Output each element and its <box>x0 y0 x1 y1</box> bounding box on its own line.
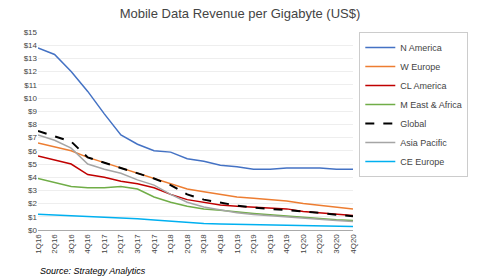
svg-text:Asia Pacific: Asia Pacific <box>400 138 447 148</box>
svg-text:$0: $0 <box>28 226 37 235</box>
svg-text:2Q17: 2Q17 <box>116 234 125 254</box>
svg-text:3Q19: 3Q19 <box>266 234 275 254</box>
svg-text:N America: N America <box>400 43 442 53</box>
svg-text:4Q18: 4Q18 <box>216 234 225 254</box>
svg-text:W Europe: W Europe <box>400 62 440 72</box>
svg-text:2Q18: 2Q18 <box>183 234 192 254</box>
svg-text:$9: $9 <box>28 107 37 116</box>
svg-text:3Q17: 3Q17 <box>133 234 142 254</box>
svg-text:CL America: CL America <box>400 81 446 91</box>
svg-text:Global: Global <box>400 119 426 129</box>
svg-text:3Q20: 3Q20 <box>332 234 341 254</box>
svg-text:$8: $8 <box>28 120 37 129</box>
svg-text:$4: $4 <box>28 173 37 182</box>
svg-text:$14: $14 <box>24 41 38 50</box>
svg-text:1Q17: 1Q17 <box>100 234 109 254</box>
svg-text:1Q16: 1Q16 <box>34 234 43 254</box>
svg-text:$10: $10 <box>24 94 38 103</box>
svg-text:2Q19: 2Q19 <box>249 234 258 254</box>
svg-text:$5: $5 <box>28 160 37 169</box>
svg-text:2Q16: 2Q16 <box>50 234 59 254</box>
svg-text:1Q18: 1Q18 <box>166 234 175 254</box>
svg-text:3Q16: 3Q16 <box>67 234 76 254</box>
svg-text:$2: $2 <box>28 199 37 208</box>
svg-text:$1: $1 <box>28 213 37 222</box>
svg-text:Source: Strategy Analytics: Source: Strategy Analytics <box>40 266 146 276</box>
svg-text:4Q19: 4Q19 <box>282 234 291 254</box>
svg-text:1Q20: 1Q20 <box>299 234 308 254</box>
svg-text:4Q16: 4Q16 <box>83 234 92 254</box>
svg-text:M East & Africa: M East & Africa <box>400 100 462 110</box>
svg-text:Mobile Data Revenue per Gigaby: Mobile Data Revenue per Gigabyte (US$) <box>120 6 361 21</box>
svg-text:$15: $15 <box>24 28 38 37</box>
svg-text:$11: $11 <box>24 81 37 90</box>
svg-text:3Q18: 3Q18 <box>199 234 208 254</box>
svg-text:$13: $13 <box>24 54 38 63</box>
svg-text:CE Europe: CE Europe <box>400 157 444 167</box>
svg-text:$3: $3 <box>28 186 37 195</box>
svg-text:1Q19: 1Q19 <box>233 234 242 254</box>
svg-text:$12: $12 <box>24 67 38 76</box>
svg-text:4Q20: 4Q20 <box>349 234 358 254</box>
svg-text:2Q20: 2Q20 <box>315 234 324 254</box>
svg-text:$6: $6 <box>28 147 37 156</box>
svg-text:4Q17: 4Q17 <box>150 234 159 254</box>
svg-text:$7: $7 <box>28 133 37 142</box>
